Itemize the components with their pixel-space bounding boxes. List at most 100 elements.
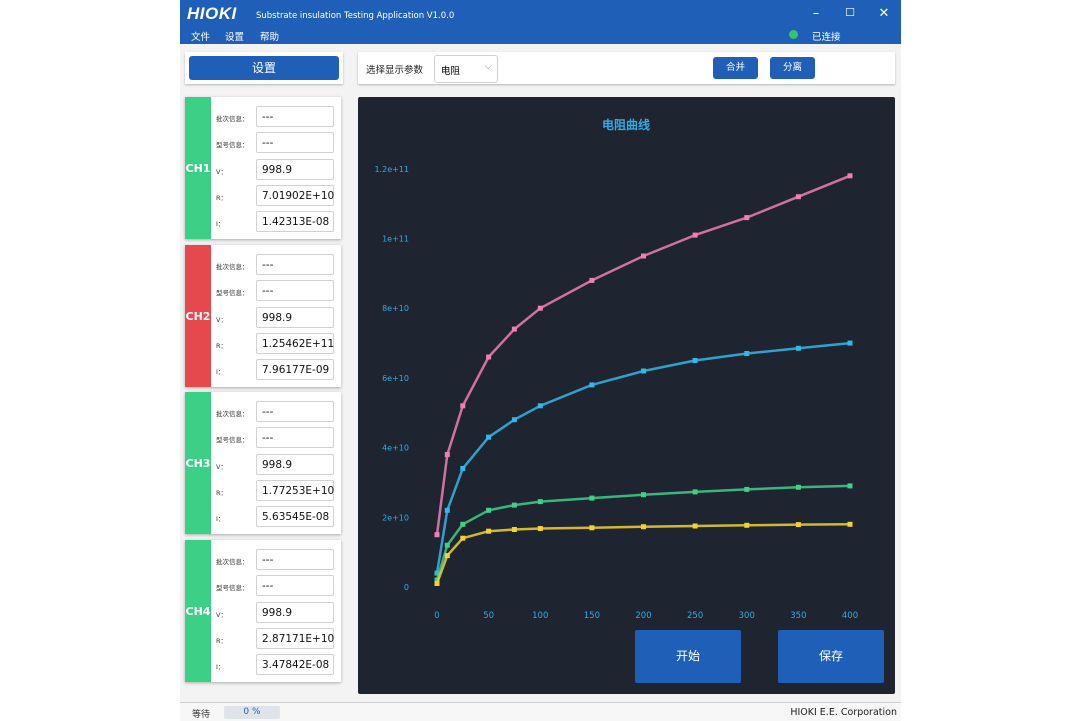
voltage-label: V： <box>216 463 227 471</box>
menu-file[interactable]: 文件 <box>191 32 211 43</box>
status-bar: 等待 0 % HIOKI E.E. Corporation <box>180 702 901 721</box>
batch-field[interactable]: --- <box>256 401 334 422</box>
data-point <box>847 340 853 346</box>
data-point <box>744 215 750 221</box>
voltage-field[interactable]: 998.9 <box>256 307 334 328</box>
merge-button[interactable]: 合并 <box>713 57 758 79</box>
data-point <box>795 345 801 351</box>
channel-label: CH3 <box>185 392 211 534</box>
start-button[interactable]: 开始 <box>635 630 741 683</box>
model-field[interactable]: --- <box>256 280 334 301</box>
batch-field[interactable]: --- <box>256 254 334 275</box>
data-point <box>460 535 466 541</box>
current-label: I： <box>216 368 225 376</box>
chart-title: 电阻曲线 <box>602 117 650 132</box>
data-point <box>641 524 646 530</box>
resistance-chart-panel: 电阻曲线 0 50 100 150 200 250 300 350 400 0 2e+10 4e+10 6… <box>358 97 895 694</box>
data-point <box>434 570 440 576</box>
data-point <box>589 525 595 531</box>
data-point <box>511 326 517 332</box>
resistance-field[interactable]: 1.25462E+11 <box>256 333 334 354</box>
data-point <box>486 507 492 513</box>
data-point <box>486 434 492 440</box>
data-point <box>692 523 698 529</box>
data-point <box>692 489 698 495</box>
maximize-button[interactable]: ☐ <box>845 6 855 19</box>
chart-toolbar: 选择显示参数 电阻 ⌵ 合并 分离 <box>358 52 895 84</box>
x-tick-label: 150 <box>584 611 600 621</box>
resistance-label: R： <box>216 342 228 350</box>
model-label: 型号信息： <box>216 584 249 592</box>
resistance-field[interactable]: 2.87171E+10 <box>256 628 334 649</box>
current-field[interactable]: 5.63545E-08 <box>256 506 334 527</box>
model-label: 型号信息： <box>216 141 249 149</box>
close-button[interactable]: ✕ <box>878 6 890 21</box>
channel-label: CH2 <box>185 245 211 387</box>
voltage-field[interactable]: 998.9 <box>256 602 334 623</box>
channel-card-ch1: CH1 批次信息： --- 型号信息： --- V： 998.9 R： 7.01… <box>185 97 341 239</box>
y-tick-label: 6e+10 <box>382 374 409 383</box>
minimize-button[interactable]: – <box>812 6 820 21</box>
data-point <box>641 492 646 498</box>
data-point <box>589 495 595 501</box>
data-point <box>537 403 543 409</box>
x-tick-label: 100 <box>532 611 548 621</box>
data-point <box>511 417 517 423</box>
batch-label: 批次信息： <box>216 263 249 271</box>
batch-label: 批次信息： <box>216 558 249 566</box>
channel-card-ch3: CH3 批次信息： --- 型号信息： --- V： 998.9 R： 1.77… <box>185 392 341 534</box>
company-name: HIOKI E.E. Corporation <box>790 707 897 718</box>
model-field[interactable]: --- <box>256 575 334 596</box>
application-window: HIOKI Substrate insulation Testing Appli… <box>180 0 901 721</box>
run-status: 等待 <box>192 710 211 720</box>
resistance-field[interactable]: 1.77253E+10 <box>256 480 334 501</box>
param-select[interactable]: 电阻 ⌵ <box>434 55 498 83</box>
data-point <box>486 354 492 360</box>
data-point <box>795 484 801 490</box>
batch-field[interactable]: --- <box>256 106 334 127</box>
batch-label: 批次信息： <box>216 115 249 123</box>
x-tick-label: 250 <box>687 611 703 621</box>
x-tick-label: 0 <box>434 611 439 621</box>
chevron-down-icon: ⌵ <box>484 61 492 72</box>
channel-card-ch2: CH2 批次信息： --- 型号信息： --- V： 998.9 R： 1.25… <box>185 245 341 387</box>
resistance-label: R： <box>216 489 228 497</box>
current-field[interactable]: 1.42313E-08 <box>256 211 334 232</box>
data-point <box>641 253 646 259</box>
data-point <box>744 522 750 528</box>
split-button[interactable]: 分离 <box>770 57 815 79</box>
menu-settings[interactable]: 设置 <box>225 32 245 43</box>
x-tick-label: 50 <box>483 611 494 621</box>
data-point <box>444 542 450 548</box>
data-point <box>847 173 853 179</box>
data-point <box>537 526 543 531</box>
model-field[interactable]: --- <box>256 427 334 448</box>
data-point <box>795 194 801 200</box>
current-field[interactable]: 7.96177E-09 <box>256 359 334 380</box>
connection-status: 已连接 <box>812 32 841 43</box>
save-button[interactable]: 保存 <box>778 630 884 683</box>
voltage-field[interactable]: 998.9 <box>256 159 334 180</box>
x-tick-label: 200 <box>635 611 651 621</box>
current-label: I： <box>216 663 225 671</box>
series-line <box>435 523 851 584</box>
batch-field[interactable]: --- <box>256 549 334 570</box>
resistance-label: R： <box>216 637 228 645</box>
voltage-field[interactable]: 998.9 <box>256 454 334 475</box>
data-point <box>460 403 466 409</box>
model-field[interactable]: --- <box>256 132 334 153</box>
title-bar: HIOKI Substrate insulation Testing Appli… <box>180 0 901 44</box>
menu-help[interactable]: 帮助 <box>260 32 280 43</box>
data-point <box>460 466 466 471</box>
current-field[interactable]: 3.47842E-08 <box>256 654 334 675</box>
y-tick-label: 4e+10 <box>382 444 409 453</box>
resistance-label: R： <box>216 194 228 202</box>
channel-label: CH1 <box>185 97 211 239</box>
y-tick-label: 8e+10 <box>382 304 409 313</box>
series-line <box>435 341 851 574</box>
data-point <box>537 499 543 505</box>
resistance-field[interactable]: 7.01902E+10 <box>256 185 334 206</box>
settings-button[interactable]: 设置 <box>189 56 339 80</box>
param-label: 选择显示参数 <box>366 65 424 76</box>
data-point <box>692 358 698 363</box>
